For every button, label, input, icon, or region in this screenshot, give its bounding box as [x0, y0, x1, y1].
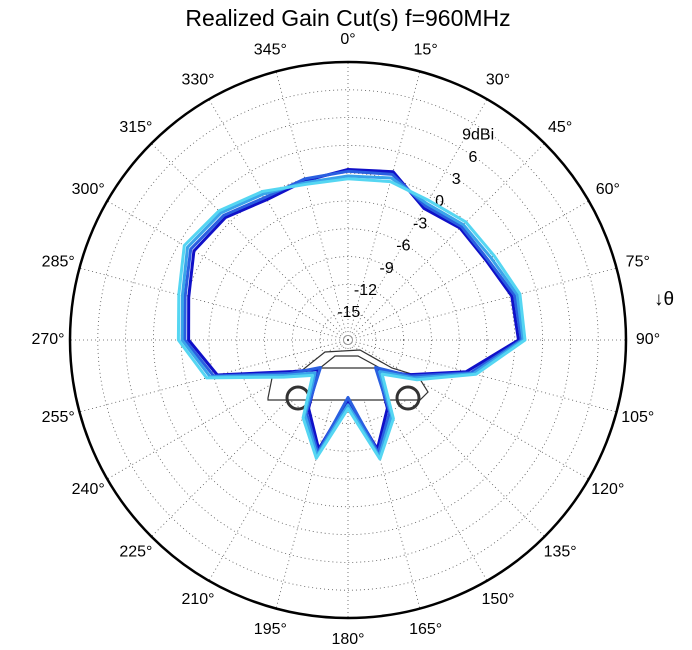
theta-tick-label: 330°	[181, 71, 214, 88]
r-tick-label: -6	[396, 238, 410, 255]
grid-spoke	[208, 99, 349, 341]
grid-spoke	[275, 71, 349, 341]
theta-tick-label: 75°	[626, 254, 650, 271]
grid-ring	[264, 256, 432, 424]
r-tick-label: 3	[452, 171, 461, 188]
grid-ring	[180, 172, 516, 508]
grid-spoke	[107, 200, 349, 341]
theta-tick-label: 150°	[481, 591, 514, 608]
theta-tick-label: 300°	[72, 181, 105, 198]
theta-label: ↓θ	[654, 289, 674, 310]
r-tick-label: -12	[354, 282, 377, 299]
theta-tick-label: 345°	[254, 41, 287, 58]
grid-ring	[152, 144, 544, 536]
chart-title: Realized Gain Cut(s) f=960MHz	[185, 5, 510, 31]
gain-curve	[176, 177, 527, 461]
theta-tick-label: 0°	[340, 31, 355, 48]
grid-ring	[236, 228, 460, 452]
theta-tick-label: 225°	[119, 543, 152, 560]
theta-tick-label: 60°	[596, 181, 620, 198]
theta-tick-label: 30°	[486, 71, 510, 88]
grid-spoke	[107, 339, 349, 480]
theta-tick-label: 285°	[42, 254, 75, 271]
grid-ring	[291, 283, 404, 396]
grid-ring	[319, 311, 377, 369]
theta-tick-label: 45°	[548, 119, 572, 136]
theta-tick-label: 195°	[254, 621, 287, 638]
theta-tick-label: 15°	[414, 41, 438, 58]
theta-tick-label: 270°	[31, 331, 64, 348]
grid-ring	[125, 117, 571, 563]
outer-ring	[68, 60, 628, 620]
gain-curve	[180, 174, 525, 458]
theta-tick-label: 255°	[42, 409, 75, 426]
r-tick-label: -15	[337, 304, 360, 321]
theta-tick-label: 165°	[409, 621, 442, 638]
grid-ring	[97, 89, 599, 591]
theta-tick-label: 315°	[119, 119, 152, 136]
r-tick-label: -9	[380, 260, 394, 277]
r-tick-label: 6	[469, 149, 478, 166]
theta-tick-label: 180°	[331, 631, 364, 648]
theta-tick-label: 90°	[636, 331, 660, 348]
r-tick-label: 9dBi	[462, 127, 494, 144]
grid-spoke	[347, 71, 421, 341]
theta-tick-label: 120°	[591, 481, 624, 498]
r-tick-label: 0	[435, 193, 444, 210]
r-tick-label: -3	[413, 215, 427, 232]
theta-tick-label: 240°	[72, 481, 105, 498]
theta-tick-label: 135°	[544, 543, 577, 560]
theta-tick-label: 105°	[621, 409, 654, 426]
gain-curve	[183, 169, 523, 455]
grid-ring	[208, 200, 488, 480]
theta-tick-label: 210°	[181, 591, 214, 608]
grid	[70, 62, 626, 618]
